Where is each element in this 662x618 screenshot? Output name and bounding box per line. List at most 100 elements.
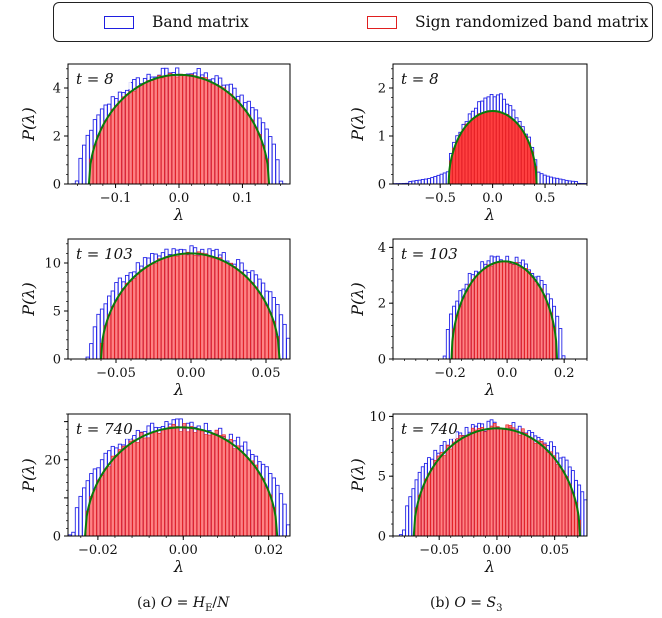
- sign-bar: [193, 432, 198, 536]
- sign-bar: [132, 277, 137, 359]
- sign-bar: [128, 440, 133, 536]
- y-tick-label: 10: [369, 410, 386, 425]
- sign-bar: [175, 76, 180, 184]
- t-label-bg: [71, 417, 131, 439]
- sign-bar: [117, 101, 122, 184]
- sign-bar: [157, 75, 162, 184]
- sign-bar: [200, 76, 205, 184]
- sign-bar: [132, 90, 137, 184]
- sign-bar: [464, 123, 469, 184]
- sign-bar: [455, 140, 459, 184]
- t-label-bg: [71, 67, 131, 89]
- sign-bar: [461, 128, 466, 184]
- sign-bar: [555, 464, 560, 536]
- sign-bar: [146, 437, 151, 536]
- sign-bar: [471, 427, 475, 536]
- sign-bar: [439, 451, 444, 536]
- y-tick-label: 2: [53, 130, 61, 145]
- y-tick-label: 0: [53, 530, 61, 545]
- sign-bar: [146, 264, 151, 359]
- sign-bar: [153, 78, 158, 184]
- sign-bar: [458, 435, 463, 536]
- sign-bar: [185, 251, 190, 359]
- x-tick-label: 0.0: [497, 366, 518, 381]
- sign-bar: [477, 273, 481, 359]
- sign-bar: [549, 451, 553, 536]
- band-bar: [282, 503, 287, 536]
- x-tick-label: 0.00: [177, 366, 206, 381]
- sign-bar: [452, 441, 456, 536]
- sign-bar: [150, 80, 155, 184]
- sign-bar: [196, 78, 201, 184]
- sign-bar: [189, 253, 194, 359]
- sign-bar: [157, 258, 162, 359]
- sign-bar: [228, 439, 233, 536]
- sign-bar: [142, 82, 147, 184]
- sign-bar: [527, 436, 531, 536]
- sign-bar: [196, 429, 201, 536]
- x-tick-label: −0.5: [424, 191, 456, 206]
- sign-bar: [546, 303, 550, 359]
- sign-bar: [160, 429, 165, 536]
- sign-bar: [257, 134, 262, 184]
- band-bar: [564, 179, 569, 184]
- sign-bar: [142, 437, 147, 536]
- band-bar: [78, 495, 83, 536]
- sign-bar: [521, 267, 525, 359]
- sign-bar: [103, 120, 108, 184]
- band-bar: [558, 178, 563, 184]
- sign-bar: [164, 256, 169, 359]
- sign-bar: [160, 77, 165, 184]
- axes-frame: [392, 413, 588, 537]
- x-tick-label: 0.5: [535, 191, 556, 206]
- band-bar: [427, 178, 431, 184]
- band-bar: [417, 179, 422, 184]
- band-bar: [92, 326, 97, 359]
- sign-bar: [125, 445, 130, 536]
- sign-bar: [243, 275, 248, 359]
- subplot-4: −0.2 0.0 0.2 0 2 4 λ P(λ) t = 103: [348, 238, 588, 399]
- plot-area: [393, 93, 587, 184]
- sign-bar: [100, 127, 105, 184]
- sign-bar: [492, 423, 497, 536]
- sign-bar: [100, 475, 105, 536]
- band-bar: [278, 493, 284, 536]
- sign-bar: [524, 135, 528, 184]
- sign-bar: [502, 428, 506, 536]
- sign-bar: [483, 111, 488, 184]
- sign-bar: [253, 464, 258, 536]
- semicircle-curve: [87, 73, 271, 184]
- sign-bar: [483, 268, 488, 359]
- sign-bar: [211, 434, 216, 536]
- sign-bar: [458, 134, 463, 184]
- y-tick-label: 0: [378, 178, 386, 193]
- y-tick-label: 0: [378, 353, 386, 368]
- sign-bar: [178, 73, 183, 184]
- sign-bar: [514, 122, 519, 184]
- sign-bar: [508, 425, 513, 536]
- t-label-bg: [396, 242, 456, 264]
- sign-bar: [121, 445, 126, 536]
- sign-bar: [214, 257, 219, 359]
- x-tick-label: 0.05: [540, 543, 569, 558]
- sign-bar: [128, 90, 133, 184]
- sign-bar: [135, 86, 140, 184]
- sign-bar: [175, 255, 180, 359]
- sign-bar: [107, 115, 112, 184]
- axes-frame: [67, 238, 291, 360]
- sign-bar: [246, 459, 251, 536]
- band-bar: [74, 507, 80, 536]
- sign-bar: [114, 454, 119, 536]
- y-tick-label: 0: [53, 178, 61, 193]
- sign-bar: [489, 110, 494, 184]
- sign-bar: [539, 288, 544, 359]
- sign-bar: [558, 467, 563, 536]
- sign-bar: [200, 252, 205, 359]
- sign-bar: [561, 470, 566, 536]
- sign-bar: [430, 468, 434, 536]
- sign-bar: [514, 430, 519, 536]
- sign-bar: [207, 80, 212, 184]
- sign-bar: [182, 423, 187, 536]
- sign-bar: [524, 433, 528, 536]
- y-axis-label: P(λ): [348, 458, 367, 492]
